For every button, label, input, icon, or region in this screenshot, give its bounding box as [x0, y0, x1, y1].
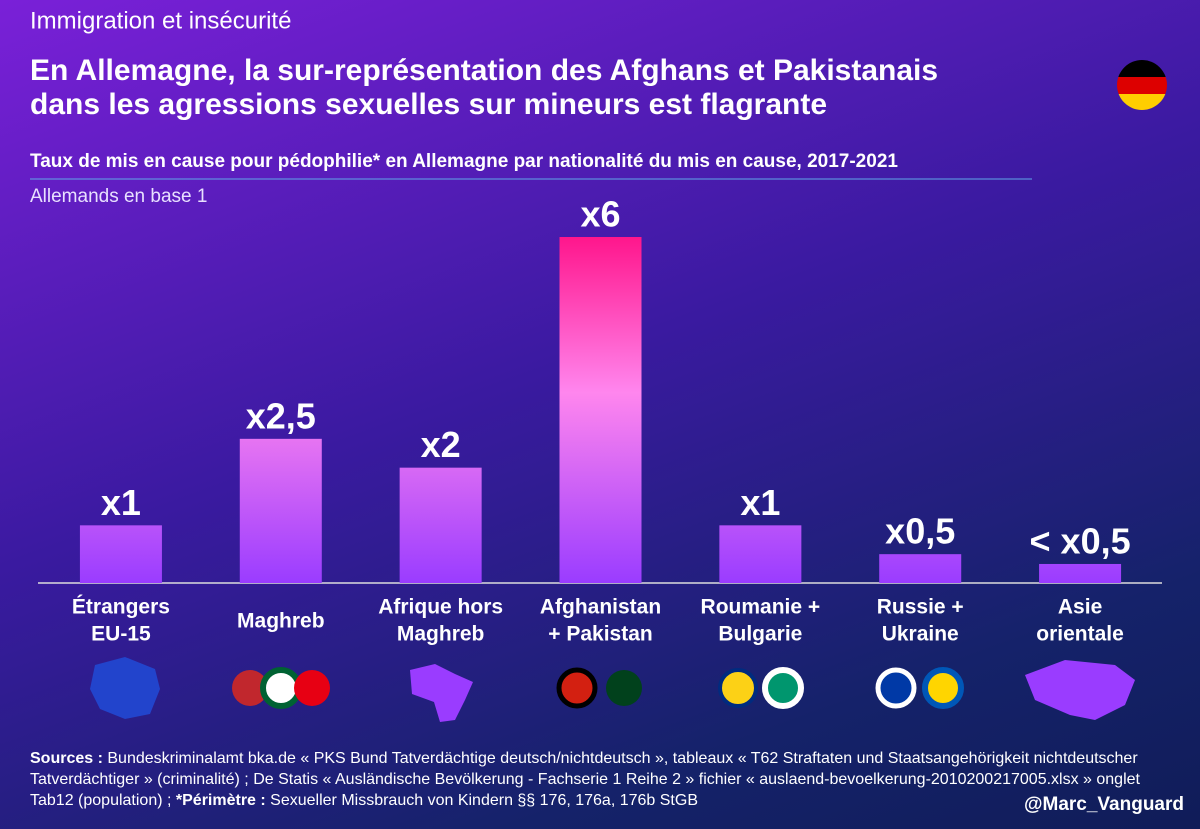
- bar: [399, 467, 482, 583]
- scope-text: Sexueller Missbrauch von Kindern §§ 176,…: [270, 792, 698, 809]
- value-label: x2,5: [246, 395, 316, 436]
- sources-text: Bundeskriminalamt bka.de « PKS Bund Tatv…: [30, 750, 1140, 809]
- flag-icon: [294, 670, 330, 706]
- flag-icon: [762, 667, 804, 709]
- subtitle: Taux de mis en cause pour pédophilie* en…: [30, 151, 898, 172]
- category-label: Ukraine: [882, 623, 959, 646]
- sources-label: Sources :: [30, 750, 103, 767]
- title-line: En Allemagne, la sur-représentation des …: [30, 54, 938, 87]
- sources: Sources : Bundeskriminalamt bka.de « PKS…: [30, 748, 1150, 811]
- title-line: dans les agressions sexuelles sur mineur…: [30, 88, 827, 121]
- handle: @Marc_Vanguard: [1023, 794, 1184, 815]
- category-label: Maghreb: [397, 623, 485, 646]
- icons: [90, 657, 1135, 722]
- africa-map: [410, 664, 473, 722]
- category-label: Afrique hors: [378, 596, 503, 619]
- value-label: x1: [101, 482, 141, 523]
- bar: [879, 554, 962, 583]
- german-flag: [1117, 60, 1167, 110]
- category-label: EU-15: [91, 623, 151, 646]
- category-label: Roumanie +: [701, 596, 821, 619]
- flag-icon: [606, 670, 642, 706]
- flag-icon: [875, 667, 917, 709]
- bar: [1039, 563, 1122, 583]
- category-label: orientale: [1036, 623, 1124, 646]
- category-label: Maghreb: [237, 610, 325, 633]
- category-label: + Pakistan: [548, 623, 652, 646]
- kicker: Immigration et insécurité: [30, 7, 291, 34]
- value-label: x2: [421, 424, 461, 465]
- value-label: x6: [580, 194, 620, 235]
- flag-icon: [232, 670, 268, 706]
- bar: [79, 525, 162, 583]
- bar: [239, 438, 322, 583]
- category-label: Bulgarie: [718, 623, 802, 646]
- bar: [719, 525, 802, 583]
- scope-label: *Périmètre :: [175, 792, 266, 809]
- value-label: x1: [740, 482, 780, 523]
- bar: [559, 237, 642, 583]
- value-label: x0,5: [885, 511, 955, 552]
- value-label: < x0,5: [1030, 520, 1131, 561]
- eu-map: [90, 657, 160, 719]
- flag-icon: [718, 668, 758, 708]
- category-label: Afghanistan: [540, 596, 661, 619]
- category-label: Russie +: [877, 596, 964, 619]
- flag-icon: [922, 667, 964, 709]
- flag-icon: [556, 667, 598, 709]
- asia-map: [1025, 660, 1135, 720]
- flag-icon: [260, 667, 302, 709]
- category-label: Étrangers: [72, 596, 170, 619]
- note: Allemands en base 1: [30, 186, 207, 207]
- category-label: Asie: [1058, 596, 1102, 619]
